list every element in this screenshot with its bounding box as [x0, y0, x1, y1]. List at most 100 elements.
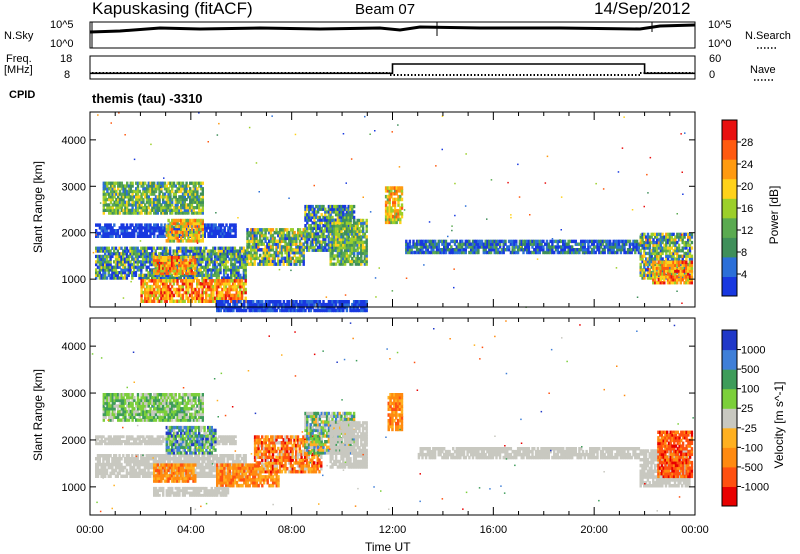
range-gate-cell: [167, 259, 170, 262]
range-gate-cell: [102, 211, 105, 215]
range-gate-cell: [205, 290, 208, 295]
range-gate-cell: [163, 203, 167, 207]
range-gate-cell: [114, 252, 118, 256]
range-gate-cell: [531, 250, 534, 255]
range-gate-cell: [181, 221, 185, 226]
range-gate-cell: [239, 257, 242, 261]
range-gate-cell: [136, 197, 140, 202]
range-gate-cell: [212, 290, 215, 295]
range-gate-cell: [659, 235, 662, 239]
range-gate-cell: [183, 263, 186, 268]
range-gate-cell: [484, 245, 487, 249]
range-gate-cell: [400, 214, 404, 219]
range-gate-cell: [390, 217, 393, 222]
range-gate-cell: [235, 273, 238, 277]
range-gate-cell: [513, 248, 516, 252]
range-gate-cell: [161, 269, 165, 273]
range-gate-cell: [278, 242, 282, 246]
range-gate-cell: [165, 271, 168, 276]
range-gate-cell: [360, 254, 363, 258]
range-gate-cell: [657, 260, 660, 265]
range-gate-cell: [183, 230, 186, 234]
range-gate-cell: [360, 240, 363, 244]
range-gate-cell: [120, 229, 123, 233]
range-gate-cell: [169, 208, 172, 212]
range-gate-cell: [488, 245, 491, 249]
range-gate-cell: [672, 269, 675, 273]
range-gate-cell: [122, 231, 125, 236]
range-gate-cell: [536, 258, 539, 260]
range-gate-cell: [553, 250, 556, 255]
range-gate-cell: [140, 208, 143, 212]
range-gate-cell: [163, 226, 167, 230]
range-gate-cell: [172, 226, 176, 230]
range-gate-cell: [298, 253, 302, 258]
range-gate-cell: [125, 226, 129, 230]
range-gate-cell: [345, 243, 349, 247]
range-gate-cell: [635, 245, 639, 249]
range-gate-cell: [670, 238, 673, 242]
range-gate-cell: [231, 279, 235, 283]
range-gate-cell: [518, 245, 522, 249]
range-gate-cell: [218, 122, 220, 125]
range-gate-cell: [269, 236, 273, 241]
range-gate-cell: [114, 273, 118, 277]
range-gate-cell: [269, 253, 273, 258]
range-gate-cell: [138, 203, 141, 207]
range-gate-cell: [215, 284, 219, 289]
range-gate-cell: [329, 240, 332, 244]
range-gate-cell: [219, 302, 222, 307]
range-gate-cell: [356, 235, 359, 239]
range-gate-cell: [235, 305, 239, 310]
range-gate-cell: [520, 239, 523, 244]
range-gate-cell: [134, 249, 138, 253]
range-gate-cell: [149, 231, 152, 236]
range-gate-cell: [228, 252, 231, 256]
range-gate-cell: [388, 206, 391, 210]
range-gate-cell: [212, 260, 215, 264]
range-gate-cell: [181, 192, 185, 196]
range-gate-cell: [147, 276, 150, 280]
range-gate-cell: [217, 300, 221, 304]
range-gate-cell: [131, 276, 134, 280]
range-gate-cell: [154, 282, 158, 286]
range-gate-cell: [347, 215, 350, 220]
range-gate-cell: [249, 236, 253, 241]
range-gate-cell: [480, 242, 484, 246]
range-gate-cell: [571, 250, 574, 255]
range-gate-cell: [275, 242, 278, 246]
range-gate-cell: [434, 245, 437, 249]
range-gate-cell: [504, 248, 507, 252]
range-gate-cell: [687, 251, 690, 256]
range-gate-cell: [513, 239, 516, 244]
range-gate-cell: [222, 273, 226, 277]
range-gate-cell: [208, 282, 211, 286]
range-gate-cell: [232, 226, 235, 230]
range-gate-cell: [282, 300, 286, 304]
range-gate-cell: [356, 248, 359, 253]
range-gate-cell: [347, 221, 350, 225]
range-gate-cell: [124, 192, 127, 196]
range-gate-cell: [176, 287, 179, 292]
range-gate-cell: [405, 277, 408, 279]
range-gate-cell: [320, 243, 323, 247]
range-gate-cell: [291, 242, 294, 246]
range-gate-cell: [141, 265, 145, 269]
range-gate-cell: [138, 265, 141, 269]
range-gate-cell: [639, 243, 642, 247]
range-gate-cell: [107, 246, 110, 250]
range-gate-cell: [358, 218, 361, 223]
range-gate-cell: [151, 203, 154, 207]
range-gate-cell: [136, 249, 139, 253]
range-gate-cell: [196, 290, 199, 295]
range-gate-cell: [589, 239, 592, 244]
range-gate-cell: [241, 302, 244, 307]
range-gate-cell: [167, 187, 170, 191]
range-gate-cell: [360, 305, 363, 310]
range-gate-cell: [116, 265, 119, 269]
range-gate-cell: [185, 181, 188, 185]
range-gate-cell: [189, 224, 192, 229]
range-gate-cell: [680, 133, 682, 135]
range-gate-cell: [343, 240, 347, 244]
range-gate-cell: [180, 227, 183, 231]
